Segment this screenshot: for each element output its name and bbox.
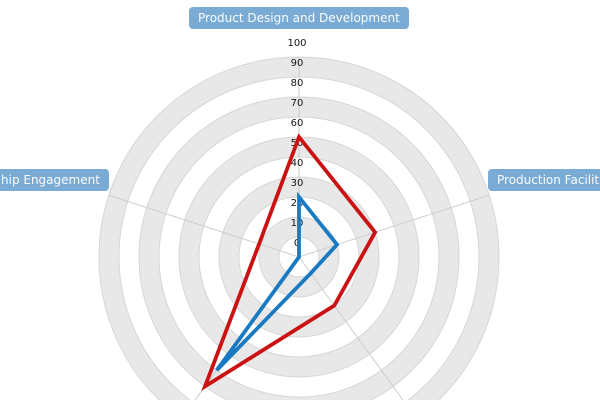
axis-spoke [298,194,490,258]
red-series-polygon [201,133,378,392]
axis-label-engagement: hip Engagement [0,169,109,191]
r-tick-label: 0 [294,238,300,249]
r-tick-label: 100 [287,38,306,49]
axis-spoke [108,194,300,258]
axis-label-product-design-and-development: Product Design and Development [189,7,409,29]
r-tick-label: 40 [291,158,304,169]
r-tick-label: 80 [291,78,304,89]
r-tick-label: 20 [291,198,304,209]
r-tick-label: 10 [291,218,304,229]
axis-label-production-facilities: Production Facilit [488,169,600,191]
axis-spoke [298,256,404,400]
r-tick-label: 30 [291,178,304,189]
r-tick-label: 90 [291,58,304,69]
blue-series-polygon [215,191,340,372]
r-tick-label: 70 [291,98,304,109]
r-tick-label: 60 [291,118,304,129]
